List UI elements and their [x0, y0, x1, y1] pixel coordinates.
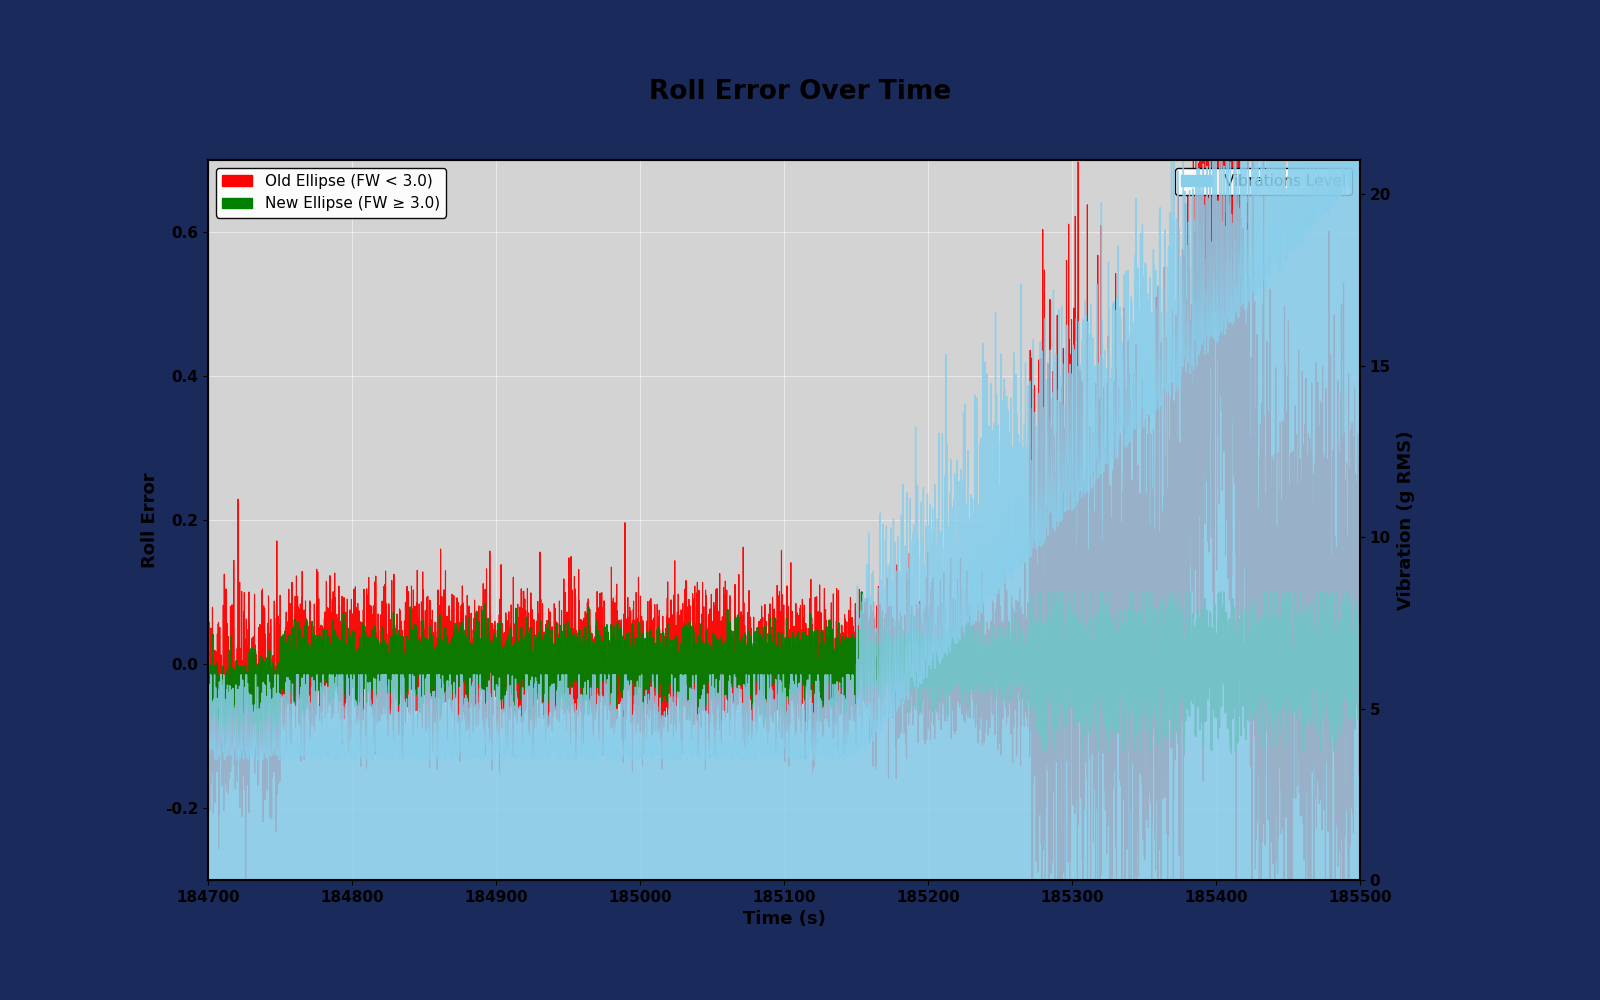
- Y-axis label: Roll Error: Roll Error: [141, 472, 160, 568]
- Y-axis label: Vibration (g RMS): Vibration (g RMS): [1397, 430, 1414, 610]
- Legend: Vibrations Level: Vibrations Level: [1174, 168, 1352, 195]
- Text: Roll Error Over Time: Roll Error Over Time: [650, 79, 950, 105]
- X-axis label: Time (s): Time (s): [742, 910, 826, 928]
